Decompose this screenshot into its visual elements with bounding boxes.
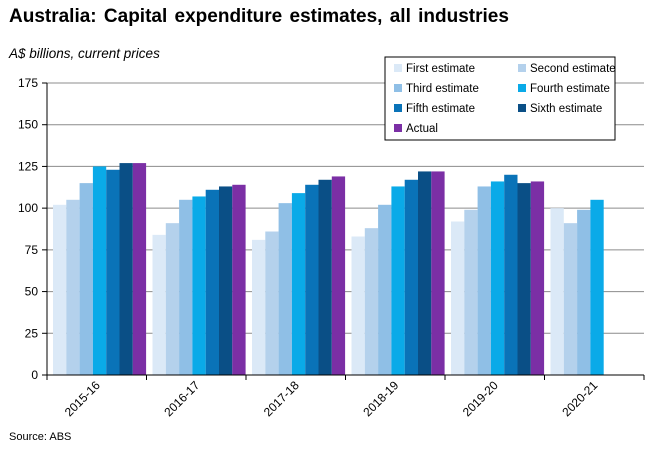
legend-box [384, 56, 616, 141]
x-tick-label: 2020-21 [559, 378, 600, 419]
bar [192, 196, 206, 375]
legend-label: Third estimate [406, 83, 479, 95]
y-tick-label: 25 [25, 326, 39, 340]
bar [232, 184, 246, 375]
legend-label: Second estimate [530, 63, 616, 75]
bar [550, 208, 564, 375]
bar [477, 186, 491, 375]
bar [132, 163, 147, 375]
bar [219, 186, 233, 375]
legend-swatch [518, 84, 526, 92]
bar [418, 171, 432, 375]
legend-label: First estimate [406, 63, 475, 75]
y-tick-label: 150 [18, 118, 38, 132]
bar [351, 236, 365, 375]
bar [451, 221, 465, 375]
bar [590, 199, 604, 375]
x-tick-label: 2019-20 [460, 378, 501, 419]
y-tick-label: 50 [25, 285, 39, 299]
bar [504, 174, 518, 375]
bar [331, 176, 346, 375]
legend-swatch [394, 64, 402, 72]
y-tick-label: 175 [18, 76, 38, 90]
bar [278, 203, 292, 375]
bar [577, 209, 591, 375]
legend-swatch [518, 104, 526, 112]
bar [205, 189, 219, 375]
y-tick-label: 0 [31, 368, 38, 382]
bar [364, 228, 379, 375]
legend-label: Fifth estimate [406, 103, 475, 115]
y-tick-label: 75 [25, 243, 39, 257]
legend-label: Fourth estimate [530, 83, 610, 95]
bar [464, 209, 478, 375]
bar [291, 193, 306, 375]
legend-swatch [394, 104, 402, 112]
bar [517, 183, 531, 375]
x-tick-label: 2015-16 [62, 378, 103, 419]
bar [563, 223, 578, 375]
bar [490, 181, 505, 375]
bar [404, 179, 418, 375]
bar [53, 204, 67, 375]
chart-title: Australia: Capital expenditure estimates… [9, 6, 509, 27]
bar [92, 166, 107, 375]
chart-subtitle: A$ billions, current prices [9, 46, 160, 61]
x-tick-label: 2018-19 [360, 378, 401, 419]
bar [378, 204, 392, 375]
x-tick-label: 2017-18 [261, 378, 302, 419]
bar [265, 231, 279, 375]
legend-label: Sixth estimate [530, 103, 602, 115]
legend-swatch [394, 124, 402, 132]
bar [106, 169, 120, 375]
bar [79, 183, 93, 375]
y-tick-label: 125 [18, 159, 38, 173]
bar [318, 179, 332, 375]
bar [530, 181, 545, 375]
bar [252, 239, 266, 375]
y-tick-label: 100 [18, 201, 38, 215]
source-note: Source: ABS [9, 431, 72, 443]
bar [305, 184, 319, 375]
bar [165, 223, 180, 375]
bar [119, 163, 133, 375]
bar [431, 171, 445, 375]
legend-label: Actual [406, 123, 438, 135]
legend-swatch [394, 84, 402, 92]
bar [152, 234, 166, 375]
x-tick-label: 2016-17 [161, 378, 202, 419]
bar [391, 186, 405, 375]
bar [179, 199, 193, 375]
bar [66, 199, 80, 375]
legend-swatch [518, 64, 526, 72]
